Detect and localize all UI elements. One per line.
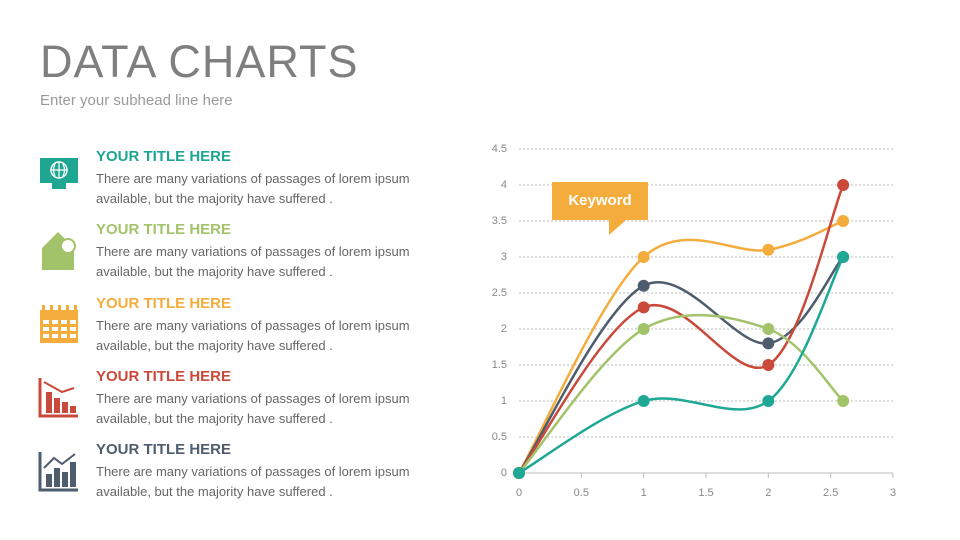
y-tick-label: 2.5 — [492, 287, 507, 299]
item-title: YOUR TITLE HERE — [96, 294, 232, 312]
data-point — [762, 337, 775, 350]
item-icon — [38, 452, 78, 492]
item-icon — [42, 232, 76, 270]
data-point — [837, 251, 850, 263]
icon-part — [52, 327, 58, 331]
icon-part — [54, 468, 60, 487]
data-point — [762, 243, 775, 256]
icon-part — [62, 402, 68, 413]
y-tick-label: 1.5 — [492, 359, 507, 371]
slide-subtitle: Enter your subhead line here — [40, 92, 233, 109]
y-tick-label: 1 — [501, 395, 507, 407]
y-tick-label: 0 — [501, 467, 507, 479]
icon-part — [43, 327, 49, 331]
x-tick-label: 2 — [765, 487, 771, 499]
item-title: YOUR TITLE HERE — [96, 148, 232, 165]
x-tick-label: 3 — [890, 487, 896, 499]
x-tick-label: 1 — [641, 487, 647, 499]
icon-part — [52, 320, 58, 324]
icon-part — [52, 334, 58, 338]
icon-part — [38, 378, 78, 418]
x-tick-label: 2.5 — [823, 487, 838, 499]
item-text: There are many variations of passages of… — [96, 464, 410, 500]
y-tick-label: 3.5 — [492, 215, 507, 227]
data-point — [637, 323, 650, 335]
annotation: Keyword — [568, 192, 631, 209]
y-tick-label: 3 — [501, 251, 507, 263]
item-text: There are many variations of passages of… — [96, 390, 410, 426]
series-line — [517, 219, 844, 474]
icon-part — [51, 162, 67, 178]
y-tick-label: 4.5 — [492, 143, 507, 155]
icon-part — [43, 381, 75, 394]
icon-part — [50, 305, 53, 312]
icon-part — [74, 305, 77, 312]
icon-part — [42, 305, 45, 312]
y-tick-label: 4 — [501, 179, 507, 191]
icon-part — [54, 398, 60, 413]
item-icon — [38, 378, 78, 418]
item-title: YOUR TITLE HERE — [96, 367, 232, 385]
list-item: YOUR TITLE HERE There are many variations… — [96, 368, 431, 429]
icon-part — [46, 474, 52, 487]
data-point — [762, 323, 775, 335]
icon-part — [61, 327, 67, 331]
item-title: YOUR TITLE HERE — [96, 221, 232, 239]
icon-part — [52, 183, 66, 189]
list-item: YOUR TITLE HERE There are many variations… — [96, 295, 431, 356]
data-point — [762, 395, 775, 407]
icon-part — [70, 334, 76, 338]
x-tick-label: 1.5 — [698, 487, 713, 499]
data-point — [637, 395, 650, 407]
series-line — [518, 184, 845, 474]
item-title: YOUR TITLE HERE — [96, 441, 232, 459]
data-point — [837, 215, 850, 227]
icon-part — [61, 320, 67, 324]
icon-part — [58, 305, 61, 312]
icon-part — [70, 327, 76, 331]
x-tick-label: 0 — [516, 487, 522, 499]
icon-part — [40, 310, 78, 343]
data-point — [837, 395, 850, 407]
series-line — [517, 256, 845, 474]
series-line — [518, 256, 845, 475]
y-tick-label: 0.5 — [492, 431, 507, 443]
list-item: YOUR TITLE HERE There are many variations… — [96, 441, 431, 502]
item-text: There are many variations of passages of… — [96, 244, 410, 280]
data-point — [762, 359, 775, 371]
data-point — [513, 467, 525, 479]
data-point — [637, 279, 650, 292]
icon-part — [60, 238, 76, 254]
icon-part — [61, 334, 67, 338]
item-icon — [40, 305, 78, 343]
icon-part — [46, 392, 52, 413]
callout-box — [552, 182, 648, 235]
series-line — [518, 313, 845, 474]
icon-part — [43, 453, 76, 469]
icon-part — [43, 320, 49, 324]
icon-part — [70, 406, 76, 413]
item-text: There are many variations of passages of… — [96, 317, 410, 353]
list-item: YOUR TITLE HERE There are many variations… — [96, 221, 431, 282]
data-point — [637, 251, 650, 263]
icon-part — [43, 334, 49, 338]
icon-part — [62, 472, 68, 487]
icon-part — [70, 462, 76, 487]
x-tick-label: 0.5 — [574, 487, 589, 499]
list-item: YOUR TITLE HERE There are many variations… — [96, 148, 431, 209]
slide-title: DATA CHARTS — [40, 36, 359, 87]
data-point — [637, 301, 650, 314]
data-point — [837, 179, 850, 191]
icon-part — [70, 320, 76, 324]
item-text: There are many variations of passages of… — [96, 171, 410, 206]
icon-part — [66, 305, 69, 312]
y-tick-label: 2 — [501, 323, 507, 335]
item-icon — [40, 158, 78, 189]
icon-part — [38, 452, 78, 492]
